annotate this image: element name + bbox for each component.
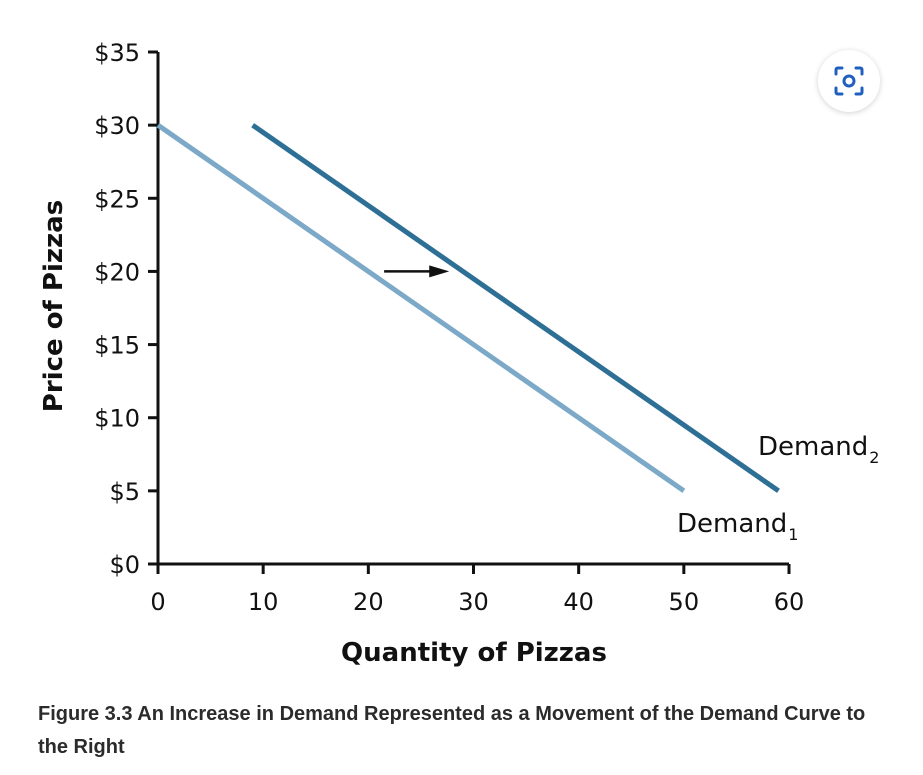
x-tick-label: 20 [353, 588, 384, 616]
y-axis-title: Price of Pizzas [39, 200, 69, 412]
ticks: $0 $5 $10 $15 $20 $25 $30 $35 0 10 20 30 40 50 60 [94, 39, 804, 616]
y-tick-label: $15 [94, 332, 140, 360]
demand-curve-label-1: Demand1 [677, 509, 798, 544]
x-tick-label: 0 [150, 588, 165, 616]
y-axis-title-group: Price of Pizzas [39, 200, 69, 412]
x-tick-label: 30 [458, 588, 489, 616]
y-tick-label: $35 [94, 39, 140, 67]
y-tick-label: $0 [109, 551, 140, 579]
y-tick-label: $10 [94, 405, 140, 433]
axes [156, 52, 789, 566]
series-labels: Demand1 Demand2 [677, 432, 879, 544]
shift-arrow-head [429, 265, 450, 278]
y-tick-label: $25 [94, 185, 140, 213]
demand-curve-subscript-1: 1 [788, 525, 798, 544]
demand-curve-label-2: Demand2 [758, 432, 879, 467]
x-tick-label: 40 [563, 588, 594, 616]
series [156, 123, 780, 493]
demand-curve-subscript-2: 2 [869, 448, 879, 467]
y-tick-label: $5 [109, 478, 140, 506]
demand-curve-1 [156, 123, 686, 493]
figure-caption: Figure 3.3 An Increase in Demand Represe… [38, 703, 866, 758]
demand-chart: Price of Pizzas Quantity of Pizzas $0$5$… [39, 39, 879, 668]
x-axis-title: Quantity of Pizzas [341, 638, 607, 668]
y-tick-label: $30 [94, 112, 140, 140]
x-tick-label: 60 [774, 588, 805, 616]
annotations [384, 265, 450, 278]
x-tick-label: 10 [248, 588, 279, 616]
y-tick-label: $20 [94, 258, 140, 286]
visual-search-button[interactable] [818, 50, 880, 112]
x-tick-label: 50 [669, 588, 700, 616]
visual-search-icon [834, 66, 864, 96]
demand-curve-2 [251, 123, 780, 493]
